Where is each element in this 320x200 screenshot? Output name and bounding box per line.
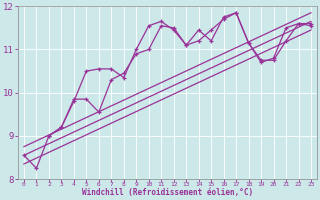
X-axis label: Windchill (Refroidissement éolien,°C): Windchill (Refroidissement éolien,°C) xyxy=(82,188,253,197)
